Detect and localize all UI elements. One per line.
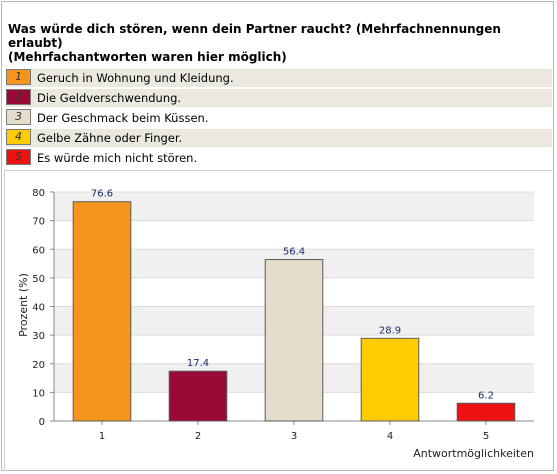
bar-value-label: 56.4 bbox=[283, 247, 305, 258]
legend-swatch: 5 bbox=[6, 149, 31, 165]
bar-value-label: 76.6 bbox=[91, 189, 113, 200]
y-tick-label: 70 bbox=[32, 217, 45, 228]
axes: 0 10 20 30 40 50 60 70 80 1 2 3 4 5 bbox=[32, 188, 534, 442]
bar bbox=[360, 337, 420, 422]
x-tick-label: 5 bbox=[483, 431, 489, 442]
y-axis-label: Prozent (%) bbox=[17, 273, 30, 337]
y-tick-label: 30 bbox=[32, 331, 45, 342]
grid-band bbox=[54, 220, 534, 250]
bar bbox=[264, 259, 324, 422]
bar bbox=[168, 370, 228, 422]
legend-label: Der Geschmack beim Küssen. bbox=[37, 111, 209, 125]
y-tick-label: 50 bbox=[32, 274, 45, 285]
bar-chart: 0 10 20 30 40 50 60 70 80 1 2 3 4 5 76.6 17.4 56.4 28.9 6… bbox=[17, 188, 534, 460]
x-tick-label: 4 bbox=[387, 431, 393, 442]
legend-item: 2 Die Geldverschwendung. bbox=[6, 89, 552, 107]
x-axis-label: Antwortmöglichkeiten bbox=[413, 447, 534, 460]
legend-swatch: 2 bbox=[6, 89, 31, 105]
title-line: Was würde dich stören, wenn dein Partner… bbox=[8, 22, 501, 50]
y-tick-label: 10 bbox=[32, 388, 45, 399]
plot-area-frame: 0 10 20 30 40 50 60 70 80 1 2 3 4 5 76.6 17.4 56.4 28.9 6… bbox=[4, 170, 553, 469]
legend-swatch: 1 bbox=[6, 69, 31, 85]
bar bbox=[72, 201, 132, 422]
legend-swatch: 4 bbox=[6, 129, 31, 145]
x-tick-label: 3 bbox=[291, 431, 297, 442]
legend-label: Geruch in Wohnung und Kleidung. bbox=[37, 71, 234, 85]
x-tick-label: 1 bbox=[99, 431, 105, 442]
legend-item: 4 Gelbe Zähne oder Finger. bbox=[6, 129, 552, 147]
legend-item: 3 Der Geschmack beim Küssen. bbox=[6, 109, 552, 127]
legend-item: 1 Geruch in Wohnung und Kleidung. bbox=[6, 69, 552, 87]
bars: 76.6 17.4 56.4 28.9 6.2 bbox=[72, 189, 516, 422]
subtitle-line: (Mehrfachantworten waren hier möglich) bbox=[8, 50, 287, 64]
legend: 1 Geruch in Wohnung und Kleidung. 2 Die … bbox=[6, 69, 552, 169]
bar-value-label: 17.4 bbox=[187, 358, 209, 369]
legend-item: 5 Es würde mich nicht stören. bbox=[6, 149, 552, 167]
y-tick-label: 20 bbox=[32, 360, 45, 371]
y-tick-label: 80 bbox=[32, 188, 45, 199]
legend-label: Gelbe Zähne oder Finger. bbox=[37, 131, 183, 145]
x-tick-label: 2 bbox=[195, 431, 201, 442]
y-tick-label: 0 bbox=[39, 417, 45, 428]
grid-band bbox=[54, 192, 534, 221]
bar-value-label: 28.9 bbox=[379, 325, 401, 336]
legend-label: Die Geldverschwendung. bbox=[37, 91, 182, 105]
bar bbox=[456, 402, 516, 422]
bar-value-label: 6.2 bbox=[478, 390, 494, 401]
legend-label: Es würde mich nicht stören. bbox=[37, 151, 198, 165]
y-tick-label: 60 bbox=[32, 245, 45, 256]
legend-swatch: 3 bbox=[6, 109, 31, 125]
y-tick-label: 40 bbox=[32, 303, 45, 314]
chart-title: Was würde dich stören, wenn dein Partner… bbox=[8, 22, 553, 64]
